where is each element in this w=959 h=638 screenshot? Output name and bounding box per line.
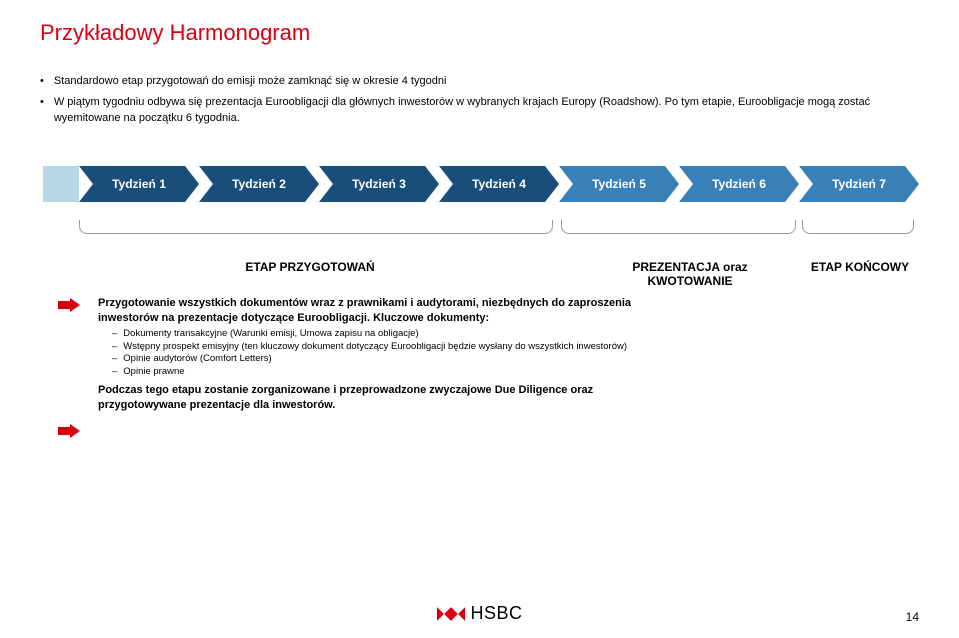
timeline-week: Tydzień 7 (799, 166, 919, 202)
sublist-item: –Opinie audytorów (Comfort Letters) (112, 353, 638, 366)
timeline-week: Tydzień 3 (319, 166, 439, 202)
sublist-item: –Wstępny prospekt emisyjny (ten kluczowy… (112, 341, 638, 354)
timeline-week: Tydzień 1 (79, 166, 199, 202)
timeline: Tydzień 1 Tydzień 2 Tydzień 3 Tydzień 4 … (40, 166, 919, 216)
intro-text: W piątym tygodniu odbywa się prezentacja… (54, 95, 919, 126)
timeline-week: Tydzień 6 (679, 166, 799, 202)
phase-label-line: PREZENTACJA oraz (632, 260, 747, 274)
content-bold-text: Przygotowanie wszystkich dokumentów wraz… (98, 296, 638, 326)
hsbc-hexagon-icon (436, 607, 464, 621)
phase-bracket (561, 220, 796, 234)
intro-item: • Standardowo etap przygotowań do emisji… (40, 74, 919, 89)
content-bold-text: Podczas tego etapu zostanie zorganizowan… (98, 383, 638, 413)
content-block-duediligence: Podczas tego etapu zostanie zorganizowan… (98, 383, 638, 413)
dash-icon: – (112, 366, 117, 379)
intro-item: • W piątym tygodniu odbywa się prezentac… (40, 95, 919, 126)
hsbc-logo: HSBC (436, 603, 522, 624)
timeline-week: Tydzień 5 (559, 166, 679, 202)
timeline-week: Tydzień 4 (439, 166, 559, 202)
dash-icon: – (112, 341, 117, 354)
timeline-week-label: Tydzień 4 (472, 177, 526, 191)
phase-label-presentation: PREZENTACJA oraz KWOTOWANIE (600, 260, 780, 288)
phase-label-final: ETAP KOŃCOWY (790, 260, 930, 274)
timeline-week: Tydzień 2 (199, 166, 319, 202)
content-sublist: –Dokumenty transakcyjne (Warunki emisji,… (112, 328, 638, 379)
bullet-icon: • (40, 74, 44, 89)
sublist-text: Opinie prawne (123, 366, 184, 379)
timeline-week-label: Tydzień 1 (112, 177, 166, 191)
dash-icon: – (112, 328, 117, 341)
sublist-text: Wstępny prospekt emisyjny (ten kluczowy … (123, 341, 627, 354)
sublist-item: –Opinie prawne (112, 366, 638, 379)
timeline-week-label: Tydzień 2 (232, 177, 286, 191)
sublist-text: Opinie audytorów (Comfort Letters) (123, 353, 271, 366)
phase-labels: ETAP PRZYGOTOWAŃ PREZENTACJA oraz KWOTOW… (40, 260, 919, 288)
timeline-week-label: Tydzień 6 (712, 177, 766, 191)
phase-bracket (79, 220, 553, 234)
phase-label-prep: ETAP PRZYGOTOWAŃ (200, 260, 420, 274)
arrow-icon (58, 298, 80, 312)
intro-text: Standardowo etap przygotowań do emisji m… (54, 74, 447, 89)
bullet-icon: • (40, 95, 44, 126)
timeline-week-label: Tydzień 5 (592, 177, 646, 191)
phase-bracket (802, 220, 914, 234)
arrow-icon (58, 424, 80, 438)
intro-block: • Standardowo etap przygotowań do emisji… (40, 74, 919, 126)
page-title: Przykładowy Harmonogram (40, 20, 919, 46)
timeline-tail (43, 166, 79, 202)
dash-icon: – (112, 353, 117, 366)
sublist-item: –Dokumenty transakcyjne (Warunki emisji,… (112, 328, 638, 341)
phase-brackets (40, 220, 919, 244)
content-row: Przygotowanie wszystkich dokumentów wraz… (40, 296, 919, 413)
sublist-text: Dokumenty transakcyjne (Warunki emisji, … (123, 328, 418, 341)
timeline-week-label: Tydzień 3 (352, 177, 406, 191)
hsbc-logo-text: HSBC (470, 603, 522, 624)
phase-label-line: KWOTOWANIE (647, 274, 732, 288)
page-number: 14 (906, 610, 919, 624)
timeline-week-label: Tydzień 7 (832, 177, 886, 191)
content-block-documents: Przygotowanie wszystkich dokumentów wraz… (98, 296, 638, 379)
